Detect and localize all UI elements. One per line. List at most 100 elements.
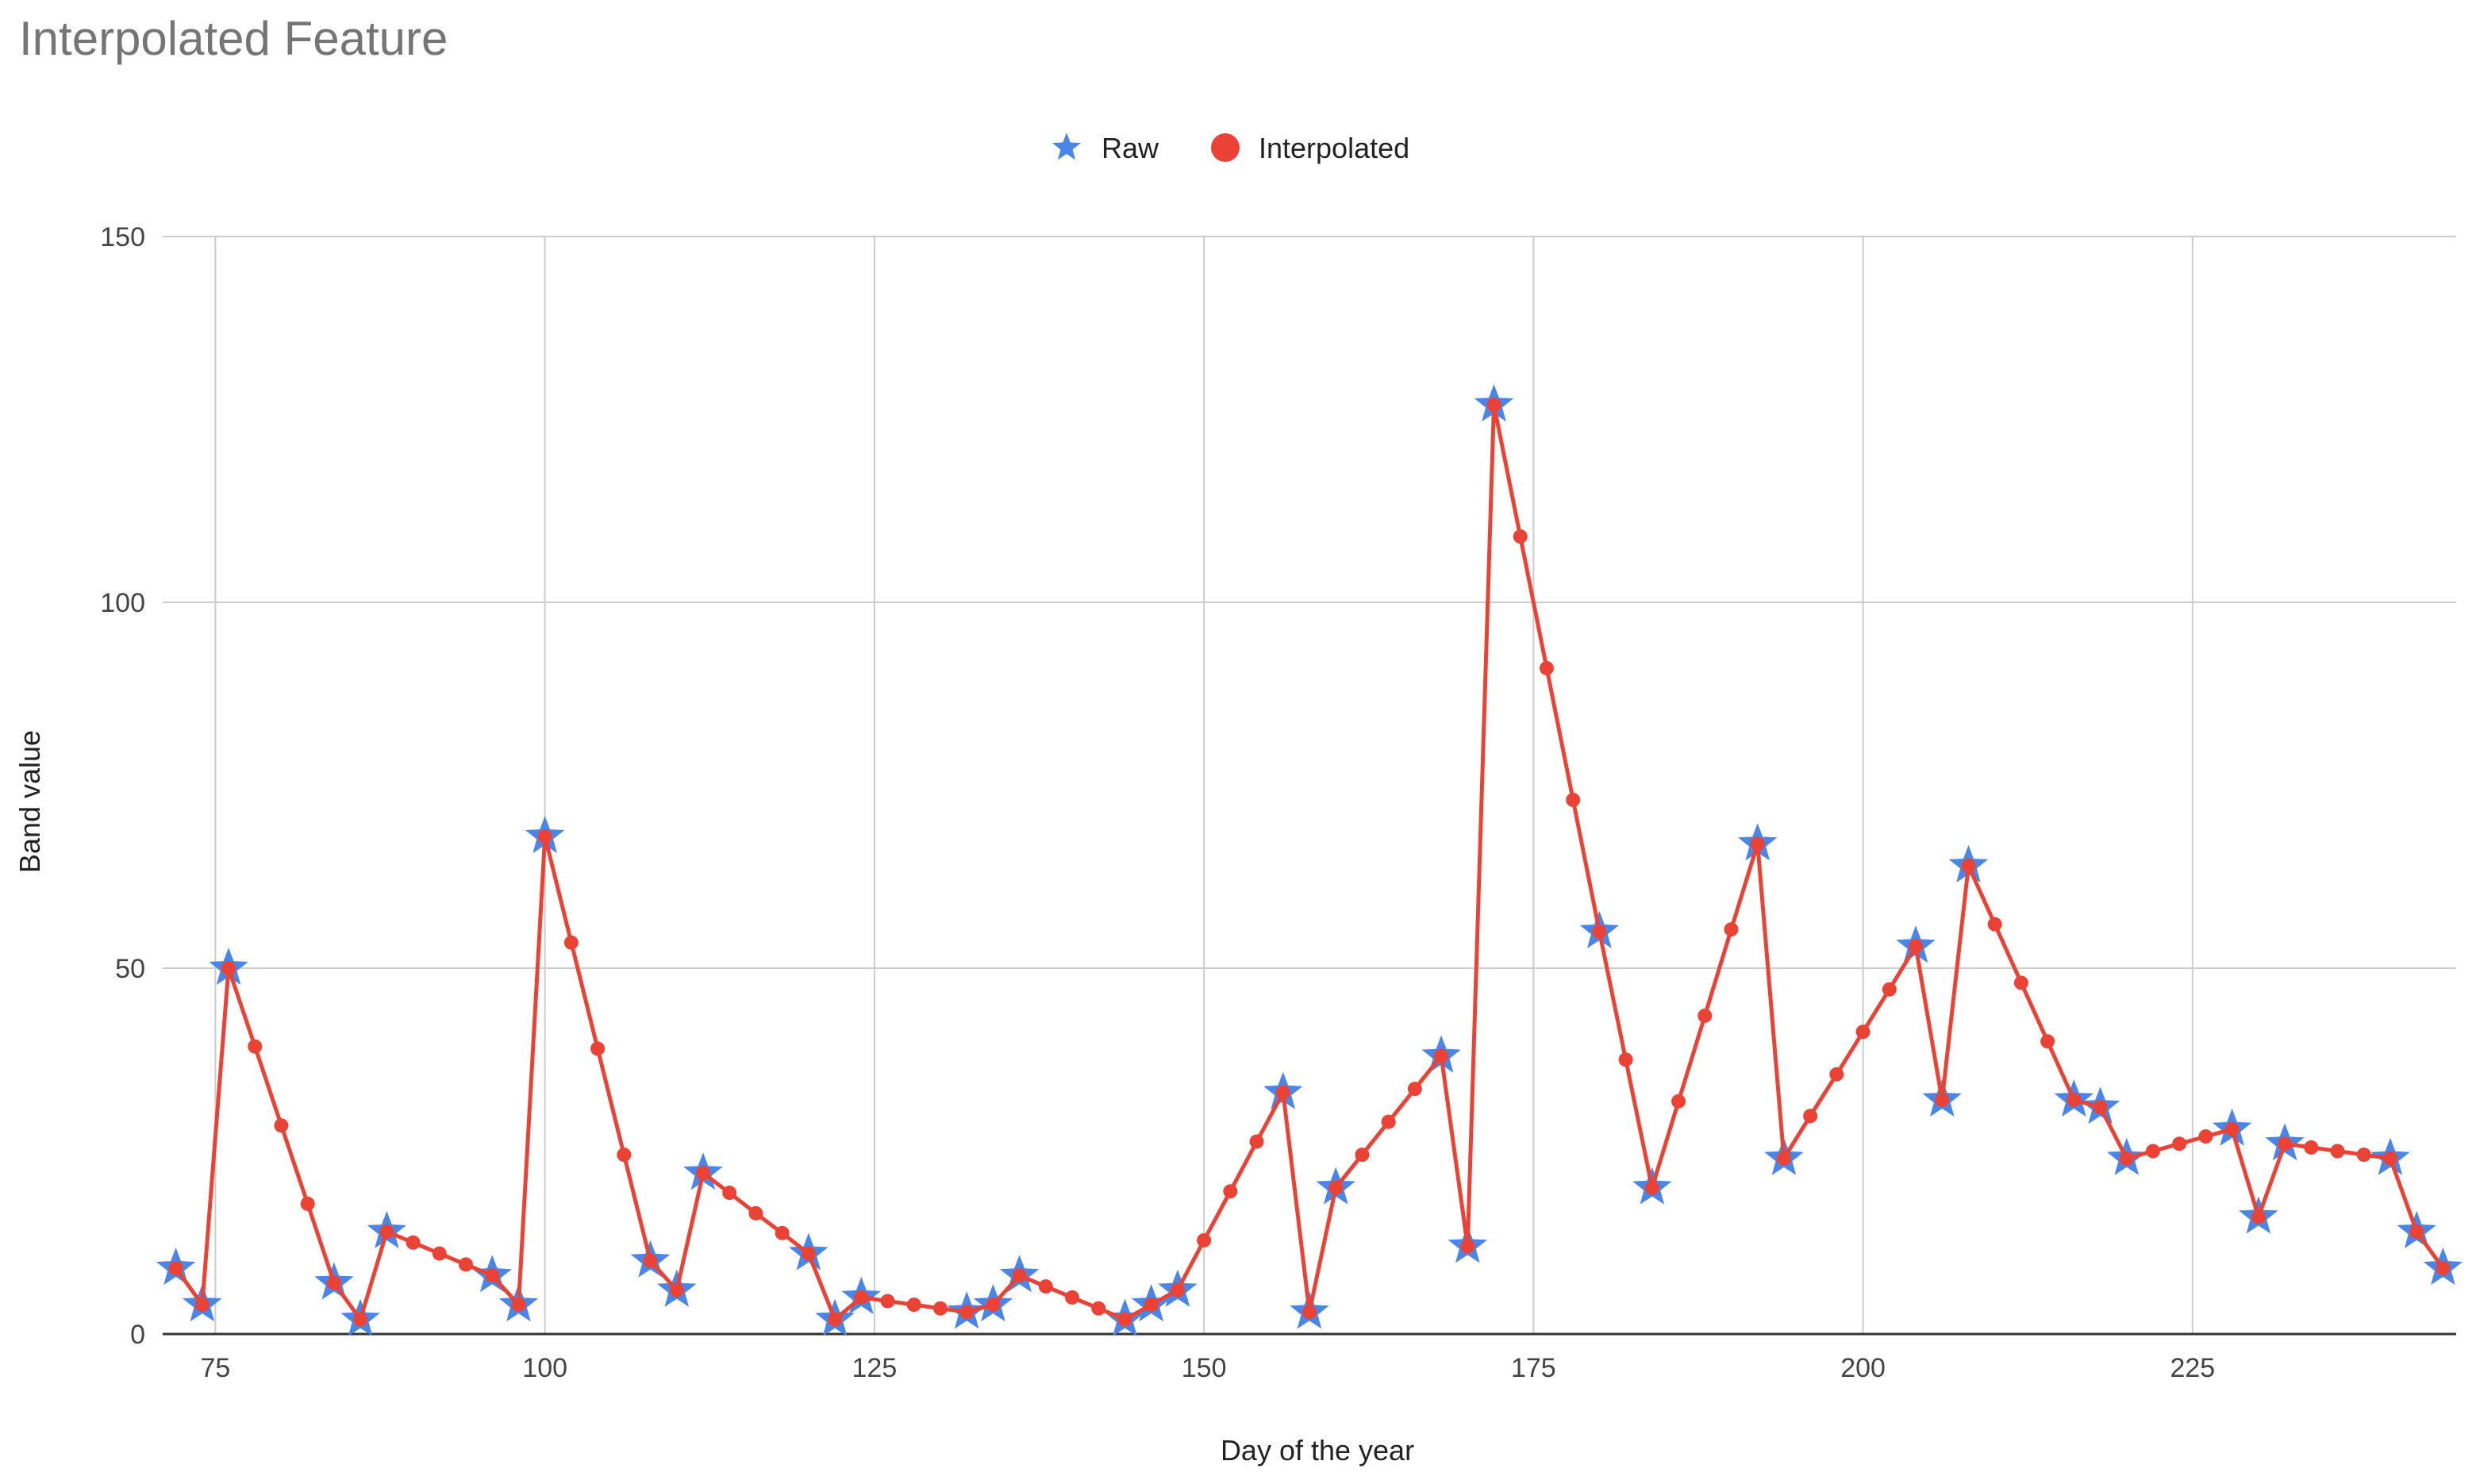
interpolated-point <box>1355 1148 1370 1163</box>
interpolated-point <box>1407 1082 1422 1097</box>
legend-interpolated-icon <box>1211 133 1240 162</box>
interpolated-point <box>1935 1092 1950 1107</box>
legend-interpolated-label: Interpolated <box>1259 132 1409 164</box>
interpolated-point <box>2145 1144 2160 1159</box>
interpolated-point <box>537 829 552 844</box>
legend: Raw Interpolated <box>1052 132 1409 164</box>
interpolated-point <box>959 1305 975 1320</box>
interpolated-point <box>1539 660 1554 675</box>
interpolated-point <box>775 1225 790 1240</box>
interpolated-point <box>2356 1148 2371 1163</box>
interpolated-point <box>1170 1282 1185 1298</box>
interpolated-point <box>932 1301 948 1316</box>
interpolated-line <box>174 402 2445 1322</box>
interpolated-point <box>2172 1136 2187 1151</box>
y-tick-label: 150 <box>100 222 145 252</box>
interpolated-point <box>1566 792 1581 807</box>
interpolated-point <box>1012 1268 1027 1283</box>
interpolated-point <box>1855 1025 1870 1040</box>
interpolated-point <box>1776 1151 1791 1166</box>
x-tick-label: 225 <box>2170 1353 2215 1383</box>
interpolated-point <box>1987 917 2002 932</box>
interpolated-point <box>1909 939 1924 954</box>
interpolated-point <box>1117 1312 1132 1327</box>
interpolated-point <box>1249 1134 1264 1149</box>
y-tick-label: 50 <box>115 954 145 984</box>
interpolated-point <box>1803 1109 1818 1124</box>
interpolated-point <box>274 1118 289 1133</box>
x-tick-label: 175 <box>1511 1353 1556 1383</box>
interpolated-point <box>379 1224 394 1239</box>
interpolated-point <box>1197 1232 1212 1248</box>
y-axis-title: Band value <box>13 730 46 873</box>
interpolated-point <box>2251 1209 2266 1224</box>
grid <box>163 236 2456 1334</box>
interpolated-point <box>828 1312 843 1327</box>
interpolated-point <box>221 961 236 975</box>
interpolated-point <box>2093 1100 2108 1115</box>
interpolated-point <box>1644 1180 1659 1195</box>
legend-raw-icon <box>1052 133 1082 160</box>
interpolated-point <box>986 1298 1001 1313</box>
interpolated-point <box>563 935 579 950</box>
interpolated-point <box>1486 398 1501 413</box>
interpolated-point <box>590 1041 606 1056</box>
interpolated-point <box>2040 1034 2055 1049</box>
interpolated-point <box>748 1205 763 1221</box>
interpolated-point <box>2409 1224 2424 1239</box>
interpolated-point <box>1697 1008 1713 1023</box>
interpolated-point <box>2067 1092 2082 1107</box>
interpolated-point <box>880 1294 895 1309</box>
interpolated-point <box>1460 1239 1475 1254</box>
x-axis-title: Day of the year <box>1221 1434 1414 1467</box>
interpolated-point <box>194 1298 210 1313</box>
chart-title: Interpolated Feature <box>19 12 448 65</box>
interpolated-point <box>1302 1305 1317 1320</box>
interpolated-point <box>300 1196 315 1211</box>
interpolated-point <box>669 1282 684 1298</box>
interpolated-point <box>2436 1261 2451 1276</box>
interpolated-point <box>2224 1121 2240 1136</box>
axes: 0 50 100 150 75 100 125 150 175 200 225 <box>100 222 2456 1383</box>
interpolated-point <box>459 1257 474 1272</box>
interpolated-point <box>1065 1290 1080 1305</box>
interpolated-point <box>2198 1129 2213 1144</box>
interpolated-point <box>2119 1151 2134 1166</box>
interpolated-point <box>1750 836 1765 852</box>
legend-raw-label: Raw <box>1102 132 1159 164</box>
interpolated-point <box>1144 1298 1159 1313</box>
interpolated-point <box>1328 1180 1344 1195</box>
interpolated-point <box>1724 922 1739 937</box>
interpolated-point <box>2278 1136 2293 1151</box>
interpolated-point <box>854 1290 869 1305</box>
interpolated-point <box>1618 1052 1633 1067</box>
interpolated-point <box>1882 982 1897 997</box>
interpolated-point <box>1381 1114 1396 1129</box>
y-tick-label: 0 <box>130 1320 145 1350</box>
interpolated-point <box>353 1312 368 1327</box>
x-tick-label: 100 <box>522 1353 567 1383</box>
interpolated-point <box>1091 1301 1106 1316</box>
x-tick-label: 75 <box>201 1353 231 1383</box>
interpolated-point <box>326 1275 341 1290</box>
interpolated-point <box>406 1235 421 1250</box>
interpolated-point <box>695 1166 710 1181</box>
x-tick-label: 125 <box>852 1353 898 1383</box>
interpolated-point <box>2382 1151 2397 1166</box>
interpolated-point <box>1513 529 1528 544</box>
interpolated-point <box>511 1298 526 1313</box>
interpolated-point <box>617 1148 632 1163</box>
interpolated-point <box>906 1298 921 1313</box>
x-tick-label: 150 <box>1182 1353 1227 1383</box>
interpolated-point <box>432 1246 447 1261</box>
interpolated-point <box>1434 1048 1449 1063</box>
interpolated-point <box>1275 1085 1290 1100</box>
interpolated-point <box>1961 858 1976 873</box>
interpolated-point <box>1038 1279 1053 1294</box>
interpolated-point <box>2013 975 2028 990</box>
interpolated-point <box>2330 1144 2345 1159</box>
interpolated-point <box>2304 1140 2319 1155</box>
interpolated-point <box>801 1246 816 1261</box>
y-tick-label: 100 <box>100 588 145 618</box>
interpolated-point <box>722 1186 737 1201</box>
